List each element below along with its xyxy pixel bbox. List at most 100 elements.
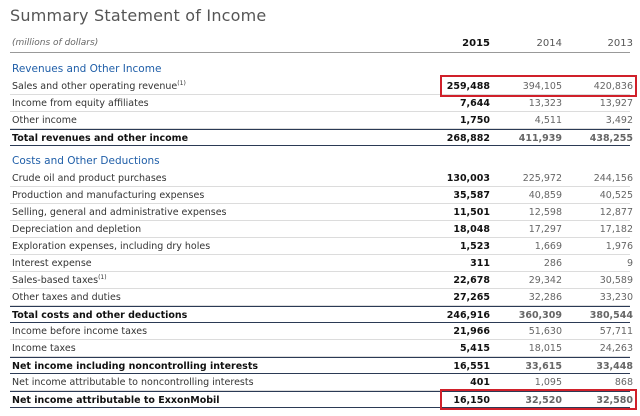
cell-value: 29,342 <box>528 275 562 286</box>
cell-value: 380,544 <box>589 310 633 321</box>
row-label-text: Total costs and other deductions <box>12 310 188 321</box>
year-header: 2015 <box>462 38 490 49</box>
cell-value: 286 <box>543 258 562 269</box>
table-row: Income taxes 5,415 18,015 24,263 <box>10 340 633 357</box>
row-label: Sales and other operating revenue(1) <box>12 78 186 95</box>
cell-value: 225,972 <box>522 173 562 184</box>
cell-value: 21,966 <box>453 326 490 337</box>
row-label-text: Other taxes and duties <box>12 292 121 303</box>
row-label-text: Income taxes <box>12 343 76 354</box>
cell-value: 35,587 <box>453 190 490 201</box>
statement-table: Revenues and Other Income Sales and other… <box>10 60 633 409</box>
table-row: Sales-based taxes(1) 22,678 29,342 30,589 <box>10 272 633 289</box>
cell-value: 40,859 <box>528 190 562 201</box>
table-row: Net income including noncontrolling inte… <box>10 357 633 375</box>
row-label: Crude oil and product purchases <box>12 170 167 187</box>
cell-value: 420,836 <box>593 81 633 92</box>
cell-value: 33,448 <box>596 361 633 372</box>
highlight-box <box>440 389 637 410</box>
row-label: Income taxes <box>12 340 76 357</box>
cell-value: 1,095 <box>534 377 562 388</box>
cell-value: 11,501 <box>453 207 490 218</box>
row-label-text: Production and manufacturing expenses <box>12 190 205 201</box>
row-label-text: Net income attributable to ExxonMobil <box>12 395 220 406</box>
cell-value: 360,309 <box>518 310 562 321</box>
cell-value: 246,916 <box>446 310 490 321</box>
row-label: Production and manufacturing expenses <box>12 187 204 204</box>
cell-value: 5,415 <box>459 343 490 354</box>
cell-value: 27,265 <box>453 292 490 303</box>
section-heading: Costs and Other Deductions <box>12 155 160 167</box>
row-label: Total costs and other deductions <box>12 307 187 324</box>
row-label-text: Total revenues and other income <box>12 133 189 144</box>
table-row: Depreciation and depletion 18,048 17,297 17… <box>10 221 633 238</box>
footnote-mark: (1) <box>98 273 107 281</box>
row-label-text: Other income <box>12 115 77 126</box>
cell-value: 12,877 <box>599 207 633 218</box>
cell-value: 1,523 <box>459 241 490 252</box>
row-label-text: Selling, general and administrative expe… <box>12 207 227 218</box>
row-label: Total revenues and other income <box>12 130 188 147</box>
cell-value: 40,525 <box>599 190 633 201</box>
row-label-text: Income before income taxes <box>12 326 148 337</box>
table-row: Total revenues and other income 268,882 41… <box>10 129 633 147</box>
table-row: Exploration expenses, including dry hole… <box>10 238 633 255</box>
cell-value: 17,182 <box>599 224 633 235</box>
table-row: Selling, general and administrative expe… <box>10 204 633 221</box>
cell-value: 12,598 <box>528 207 562 218</box>
cell-value: 18,048 <box>453 224 490 235</box>
cell-value: 33,230 <box>599 292 633 303</box>
table-row: Sales and other operating revenue(1) 259,… <box>10 78 633 95</box>
row-label: Interest expense <box>12 255 92 272</box>
row-label: Selling, general and administrative expe… <box>12 204 227 221</box>
cell-value: 30,589 <box>599 275 633 286</box>
cell-value: 1,750 <box>459 115 490 126</box>
cell-value: 16,551 <box>453 361 490 372</box>
cell-value: 32,520 <box>525 395 562 406</box>
cell-value: 24,263 <box>599 343 633 354</box>
cell-value: 13,323 <box>528 98 562 109</box>
table-row: Total costs and other deductions 246,916 3… <box>10 306 633 324</box>
row-label: Income before income taxes <box>12 323 147 340</box>
cell-value: 33,615 <box>525 361 562 372</box>
row-label-text: Net income attributable to noncontrollin… <box>12 377 254 388</box>
table-row: Interest expense 311 286 9 <box>10 255 633 272</box>
row-label-text: Crude oil and product purchases <box>12 173 167 184</box>
row-label: Net income attributable to ExxonMobil <box>12 392 220 409</box>
cell-value: 51,630 <box>528 326 562 337</box>
cell-value: 18,015 <box>528 343 562 354</box>
table-row: Production and manufacturing expenses 35,… <box>10 187 633 204</box>
cell-value: 394,105 <box>522 81 562 92</box>
year-header: 2013 <box>607 38 633 49</box>
row-label: Net income including noncontrolling inte… <box>12 358 258 375</box>
table-row: Other income 1,750 4,511 3,492 <box>10 112 633 129</box>
table-row: Income from equity affiliates 7,644 13,323… <box>10 95 633 112</box>
highlight-box <box>440 75 637 97</box>
cell-value: 1,669 <box>534 241 562 252</box>
table-row: Income before income taxes 21,966 51,630 57… <box>10 323 633 340</box>
row-label: Sales-based taxes(1) <box>12 272 107 289</box>
cell-value: 130,003 <box>446 173 490 184</box>
row-label: Other income <box>12 112 77 129</box>
cell-value: 244,156 <box>593 173 633 184</box>
cell-value: 32,286 <box>528 292 562 303</box>
cell-value: 57,711 <box>599 326 633 337</box>
row-label-text: Sales and other operating revenue <box>12 81 178 92</box>
header-row: (millions of dollars) 2015 2014 2013 <box>10 36 633 53</box>
table-row: Crude oil and product purchases 130,003 22… <box>10 170 633 187</box>
title: Summary Statement of Income <box>10 6 267 25</box>
cell-value: 438,255 <box>589 133 633 144</box>
cell-value: 401 <box>470 377 490 388</box>
row-label-text: Sales-based taxes <box>12 275 99 286</box>
cell-value: 13,927 <box>599 98 633 109</box>
cell-value: 311 <box>470 258 490 269</box>
cell-value: 32,580 <box>596 395 633 406</box>
cell-value: 4,511 <box>534 115 562 126</box>
cell-value: 7,644 <box>459 98 490 109</box>
table-row: Net income attributable to noncontrollin… <box>10 374 633 391</box>
year-header: 2014 <box>536 38 562 49</box>
cell-value: 1,976 <box>605 241 633 252</box>
table-row: Other taxes and duties 27,265 32,286 33,230 <box>10 289 633 306</box>
row-label-text: Exploration expenses, including dry hole… <box>12 241 211 252</box>
